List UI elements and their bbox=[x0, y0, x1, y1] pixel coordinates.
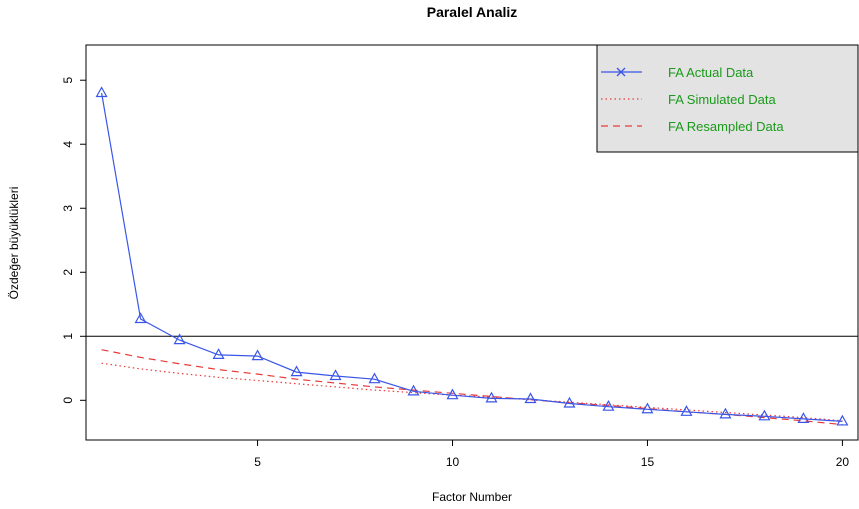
actual-point-12 bbox=[524, 392, 537, 404]
actual-point-3 bbox=[173, 333, 186, 345]
actual-point-13 bbox=[563, 396, 576, 408]
actual-point-20 bbox=[836, 414, 849, 426]
x-tick-label-5: 5 bbox=[254, 455, 261, 469]
actual-point-7 bbox=[329, 369, 342, 381]
y-tick-label-4: 4 bbox=[61, 141, 75, 148]
series-line-1 bbox=[101, 362, 843, 422]
actual-point-9 bbox=[407, 384, 420, 396]
actual-point-18 bbox=[758, 409, 771, 421]
actual-point-1 bbox=[95, 86, 108, 98]
y-axis-label: Özdeğer büyüklükleri bbox=[7, 187, 21, 300]
actual-point-15 bbox=[641, 402, 654, 414]
x-tick-label-10: 10 bbox=[446, 455, 460, 469]
chart-title: Paralel Analiz bbox=[427, 4, 518, 20]
x-axis-label: Factor Number bbox=[432, 490, 512, 504]
actual-point-2 bbox=[134, 312, 147, 324]
legend: FA Actual Data FA Simulated Data FA Resamp… bbox=[596, 44, 859, 153]
actual-point-19 bbox=[797, 412, 810, 423]
x-tick-label-20: 20 bbox=[836, 455, 850, 469]
actual-point-5 bbox=[251, 349, 264, 361]
legend-marker-b bbox=[616, 67, 626, 77]
actual-point-14 bbox=[602, 399, 615, 411]
legend-label-1: FA Simulated Data bbox=[668, 92, 776, 107]
y-tick-label-0: 0 bbox=[61, 397, 75, 404]
actual-point-4 bbox=[212, 348, 225, 359]
series-line-0 bbox=[101, 92, 843, 422]
actual-point-10 bbox=[446, 388, 459, 400]
y-tick-label-3: 3 bbox=[61, 205, 75, 212]
y-tick-label-2: 2 bbox=[61, 269, 75, 276]
y-tick-label-5: 5 bbox=[61, 77, 75, 84]
actual-point-16 bbox=[680, 405, 693, 416]
legend-label-0: FA Actual Data bbox=[668, 65, 754, 80]
actual-point-17 bbox=[719, 407, 732, 419]
actual-point-6 bbox=[290, 365, 303, 377]
legend-box bbox=[596, 44, 859, 153]
plot-frame bbox=[85, 44, 859, 441]
y-tick-label-1: 1 bbox=[61, 333, 75, 340]
actual-point-11 bbox=[485, 391, 498, 403]
x-tick-label-15: 15 bbox=[641, 455, 655, 469]
actual-point-8 bbox=[368, 372, 381, 384]
legend-label-2: FA Resampled Data bbox=[668, 119, 784, 134]
plot-area: 5 10 15 20 0 1 2 3 4 5 bbox=[61, 44, 859, 469]
series-line-2 bbox=[101, 349, 843, 426]
